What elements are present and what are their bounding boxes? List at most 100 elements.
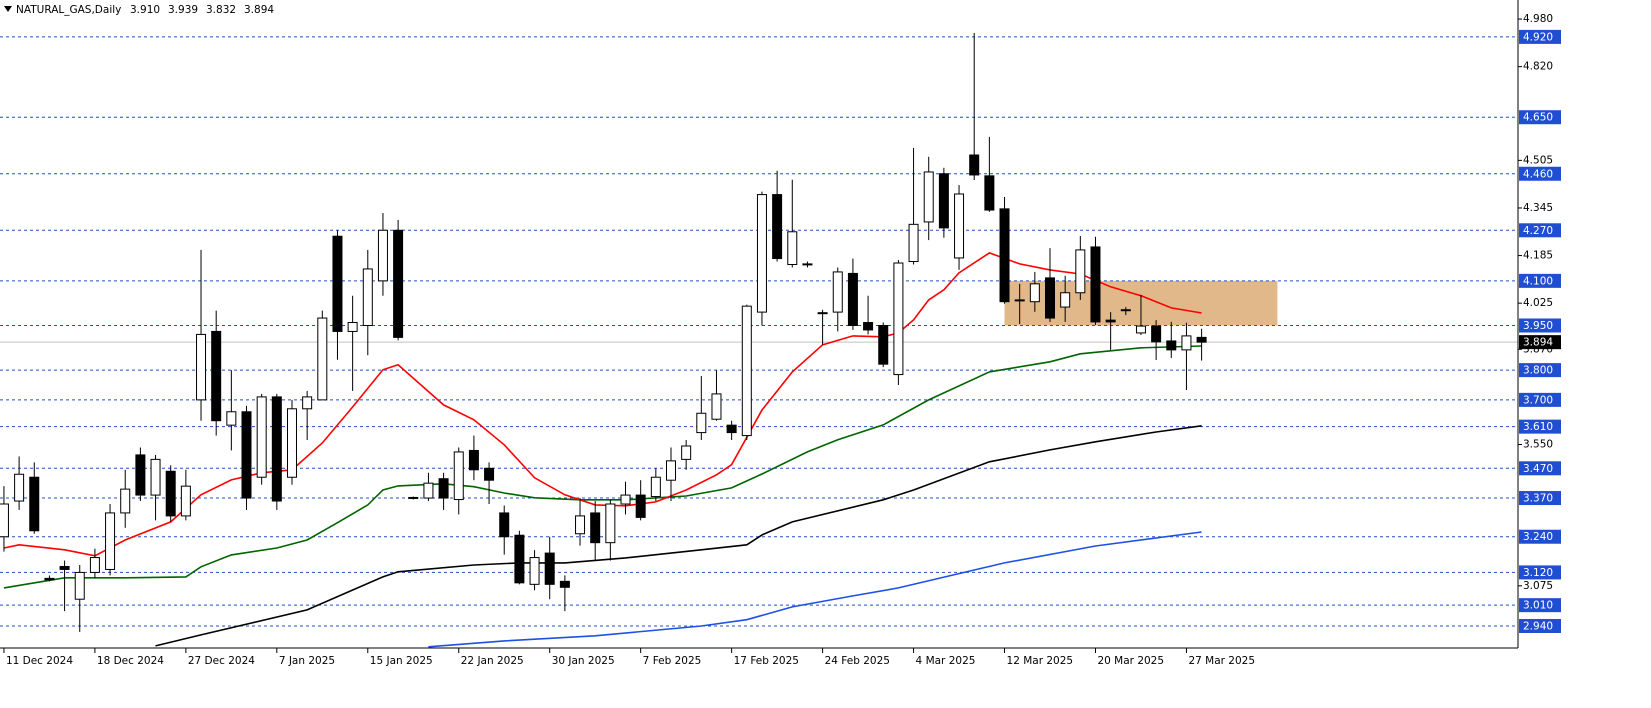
candle-body bbox=[226, 411, 237, 426]
level-label: 4.920 bbox=[1523, 31, 1553, 43]
moving-average bbox=[3, 252, 1202, 557]
level-label: 3.610 bbox=[1523, 421, 1553, 433]
candle-body bbox=[878, 324, 889, 365]
candle-body bbox=[635, 494, 646, 518]
candle-body bbox=[468, 449, 479, 471]
y-tick-label: 4.025 bbox=[1523, 297, 1553, 309]
candle-body bbox=[44, 577, 55, 581]
x-tick-label: 7 Jan 2025 bbox=[279, 655, 335, 667]
candle-body bbox=[756, 194, 767, 313]
candle-body bbox=[347, 322, 358, 332]
level-label-box bbox=[1519, 363, 1561, 378]
level-label-box bbox=[1519, 166, 1561, 181]
candle-body bbox=[256, 396, 267, 478]
x-tick-label: 12 Mar 2025 bbox=[1007, 655, 1074, 667]
header-value: 3.894 bbox=[244, 4, 274, 16]
candle-body bbox=[180, 485, 191, 517]
y-tick-label: 4.820 bbox=[1523, 61, 1553, 73]
candle-body bbox=[741, 305, 752, 437]
level-label: 3.800 bbox=[1523, 365, 1553, 377]
price-label-box bbox=[1519, 335, 1561, 350]
candle-body bbox=[802, 263, 813, 266]
candle-body bbox=[105, 512, 116, 570]
level-label: 3.470 bbox=[1523, 463, 1553, 475]
candle-body bbox=[544, 552, 555, 585]
candle-body bbox=[726, 424, 737, 434]
candle-body bbox=[286, 408, 297, 478]
candle-body bbox=[120, 488, 131, 514]
candle-body bbox=[908, 223, 919, 263]
level-label: 4.270 bbox=[1523, 225, 1553, 237]
candle-body bbox=[923, 171, 934, 223]
price-label: 3.894 bbox=[1523, 337, 1553, 349]
y-tick-label: 3.550 bbox=[1523, 438, 1553, 450]
candle-body bbox=[453, 451, 464, 501]
candle-body bbox=[620, 494, 631, 505]
x-tick-label: 27 Mar 2025 bbox=[1188, 655, 1255, 667]
level-label: 4.100 bbox=[1523, 275, 1553, 287]
candle-body bbox=[408, 496, 419, 499]
candle-body bbox=[1166, 340, 1177, 351]
x-tick-label: 20 Mar 2025 bbox=[1097, 655, 1164, 667]
level-label: 3.950 bbox=[1523, 320, 1553, 332]
candle-body bbox=[787, 231, 798, 265]
candle-body bbox=[711, 393, 722, 420]
candle-body bbox=[529, 557, 540, 585]
plot-area bbox=[0, 33, 1518, 648]
level-label: 2.940 bbox=[1523, 620, 1553, 632]
level-label: 4.650 bbox=[1523, 112, 1553, 124]
x-tick-label: 17 Feb 2025 bbox=[734, 655, 799, 667]
candle-body bbox=[999, 208, 1010, 303]
level-label: 4.460 bbox=[1523, 168, 1553, 180]
level-label: 3.120 bbox=[1523, 567, 1553, 579]
level-label: 3.370 bbox=[1523, 493, 1553, 505]
menu-arrow[interactable] bbox=[4, 6, 12, 12]
candle-body bbox=[1014, 299, 1025, 302]
candle-body bbox=[89, 557, 100, 573]
level-label-box bbox=[1519, 529, 1561, 544]
candle-body bbox=[1105, 319, 1116, 323]
level-label-box bbox=[1519, 273, 1561, 288]
candle-body bbox=[165, 470, 176, 517]
level-label-box bbox=[1519, 491, 1561, 506]
level-label-box bbox=[1519, 461, 1561, 476]
candle-body bbox=[590, 512, 601, 544]
candle-body bbox=[1196, 336, 1207, 343]
header-value: 3.939 bbox=[168, 4, 198, 16]
x-tick-label: 30 Jan 2025 bbox=[552, 655, 615, 667]
y-tick-label: 4.505 bbox=[1523, 154, 1553, 166]
moving-average bbox=[428, 531, 1202, 648]
candle-body bbox=[984, 175, 995, 211]
candle-body bbox=[893, 262, 904, 376]
candle-body bbox=[847, 272, 858, 326]
candle-body bbox=[393, 229, 404, 338]
candle-body bbox=[559, 580, 570, 588]
x-tick-label: 18 Dec 2024 bbox=[97, 655, 164, 667]
candle-body bbox=[241, 411, 252, 499]
level-label: 3.010 bbox=[1523, 600, 1553, 612]
candle-body bbox=[484, 467, 495, 481]
level-label-box bbox=[1519, 110, 1561, 125]
level-label-box bbox=[1519, 419, 1561, 434]
candle-body bbox=[863, 322, 874, 331]
candle-body bbox=[1181, 335, 1192, 351]
candle-body bbox=[211, 330, 222, 422]
candle-body bbox=[1045, 277, 1056, 319]
candle-body bbox=[938, 173, 949, 229]
level-label-box bbox=[1519, 223, 1561, 238]
header-value: 3.832 bbox=[206, 4, 236, 16]
candle-body bbox=[1060, 292, 1071, 308]
candle-body bbox=[954, 193, 965, 259]
y-tick-label: 4.185 bbox=[1523, 250, 1553, 262]
candle-body bbox=[74, 571, 85, 600]
x-tick-label: 15 Jan 2025 bbox=[370, 655, 433, 667]
candle-body bbox=[1151, 325, 1162, 343]
candle-body bbox=[681, 445, 692, 460]
candle-body bbox=[196, 333, 207, 401]
candle-body bbox=[575, 515, 586, 535]
candle-body bbox=[0, 503, 9, 538]
header-value: 3.910 bbox=[130, 4, 160, 16]
x-tick-label: 22 Jan 2025 bbox=[461, 655, 524, 667]
candle-body bbox=[817, 312, 828, 315]
